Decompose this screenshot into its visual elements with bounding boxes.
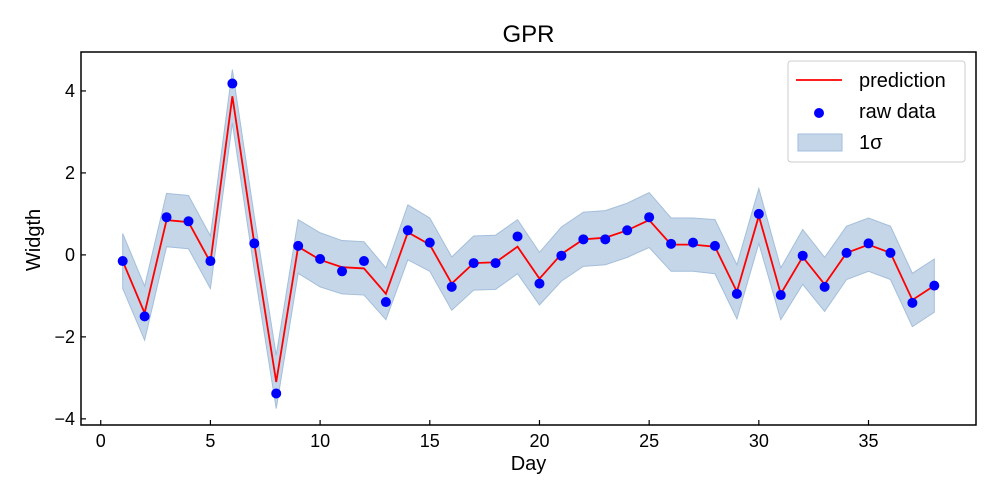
legend-raw-data-swatch — [814, 108, 824, 118]
plot-area — [117, 69, 940, 409]
raw-data-point — [424, 237, 435, 248]
y-tick-label: 2 — [65, 163, 75, 183]
y-axis-label: Widgth — [23, 209, 45, 271]
raw-data-point — [161, 212, 172, 223]
raw-data-point — [644, 212, 655, 223]
chart-title: GPR — [502, 21, 554, 48]
raw-data-point — [556, 250, 567, 261]
raw-data-point — [731, 288, 742, 299]
axes-frame — [80, 51, 977, 426]
raw-data-point — [688, 237, 699, 248]
raw-data-point — [819, 281, 830, 292]
x-tick-label: 30 — [749, 431, 769, 451]
raw-data-point — [863, 238, 874, 249]
x-tick-label: 5 — [205, 431, 215, 451]
raw-data-point — [139, 311, 150, 322]
legend: prediction raw data 1σ — [787, 60, 966, 163]
x-tick-label: 10 — [310, 431, 330, 451]
uncertainty-band — [122, 69, 935, 409]
y-tick-label: −2 — [54, 327, 75, 347]
legend-prediction-label: prediction — [859, 70, 946, 92]
raw-data-point — [227, 78, 238, 89]
raw-data-point — [249, 238, 260, 249]
legend-sigma-label: 1σ — [859, 132, 883, 154]
x-axis-label: Day — [511, 453, 547, 475]
raw-data-point — [271, 388, 282, 399]
raw-data-point — [402, 225, 413, 236]
raw-data-point — [446, 281, 457, 292]
x-tick-label: 35 — [858, 431, 878, 451]
x-axis-ticks: 0 5 10 15 20 25 30 35 — [96, 420, 879, 451]
raw-data-point — [380, 297, 391, 308]
raw-data-point — [753, 208, 764, 219]
raw-data-point — [885, 247, 896, 258]
raw-data-point — [775, 290, 786, 301]
raw-data-point — [666, 238, 677, 249]
prediction-line — [121, 96, 935, 383]
x-tick-label: 0 — [96, 431, 106, 451]
legend-raw-data-label: raw data — [859, 101, 937, 123]
legend-sigma-swatch — [797, 133, 843, 152]
raw-data-points — [117, 78, 940, 399]
raw-data-point — [315, 253, 326, 264]
x-tick-label: 20 — [529, 431, 549, 451]
raw-data-point — [512, 231, 523, 242]
raw-data-point — [907, 297, 918, 308]
raw-data-point — [534, 278, 545, 289]
raw-data-point — [622, 225, 633, 236]
raw-data-point — [205, 256, 216, 267]
x-tick-label: 25 — [639, 431, 659, 451]
x-tick-label: 15 — [420, 431, 440, 451]
raw-data-point — [600, 234, 611, 245]
raw-data-point — [841, 247, 852, 258]
raw-data-point — [797, 250, 808, 261]
raw-data-point — [490, 258, 501, 269]
raw-data-point — [709, 240, 720, 251]
y-tick-label: −4 — [54, 409, 75, 429]
raw-data-point — [337, 266, 348, 277]
raw-data-point — [117, 256, 128, 267]
raw-data-point — [578, 234, 589, 245]
y-axis-ticks: −4 −2 0 2 4 — [54, 81, 86, 429]
raw-data-point — [293, 240, 304, 251]
raw-data-point — [358, 256, 369, 267]
y-tick-label: 0 — [65, 245, 75, 265]
raw-data-point — [929, 280, 940, 291]
raw-data-point — [468, 258, 479, 269]
y-tick-label: 4 — [65, 81, 75, 101]
raw-data-point — [183, 216, 194, 227]
